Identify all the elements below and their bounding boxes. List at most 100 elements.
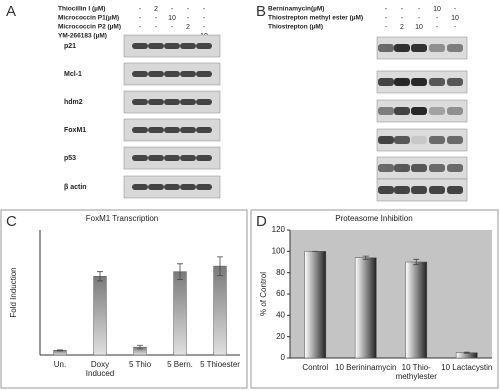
dose: -	[401, 6, 404, 13]
band	[164, 71, 180, 77]
panel-border	[250, 209, 499, 389]
dose: 10	[433, 6, 441, 13]
band	[447, 164, 463, 172]
band	[180, 71, 196, 77]
treatment-label: Berninamycin(µM)	[268, 6, 324, 13]
dose: -	[155, 15, 158, 22]
band	[394, 164, 410, 172]
dose: -	[454, 6, 457, 13]
band	[429, 107, 445, 115]
band	[378, 107, 394, 115]
panel-border	[0, 209, 248, 389]
band	[411, 164, 427, 172]
band	[164, 155, 180, 161]
band	[164, 43, 180, 49]
dose: -	[385, 6, 388, 13]
band	[196, 155, 212, 161]
dose: 10	[415, 24, 423, 31]
error-bar	[97, 271, 103, 282]
dose: -	[203, 15, 206, 22]
band	[148, 99, 164, 105]
x-tick-label: 5 Thio	[129, 360, 152, 369]
band	[394, 78, 410, 86]
band	[394, 186, 410, 194]
error-bar	[362, 255, 369, 260]
band-label: Mcl-1	[64, 71, 82, 78]
dose: -	[187, 15, 190, 22]
band	[378, 44, 394, 52]
dose: -	[139, 24, 142, 31]
band	[196, 184, 212, 190]
band	[180, 99, 196, 105]
band-label: FoxM1	[64, 127, 86, 134]
treatment-label: Thiostrepton (µM)	[268, 24, 323, 31]
treatment-label: Thiostrepton methyl ester (µM)	[268, 15, 363, 22]
band	[394, 136, 410, 144]
band	[148, 184, 164, 190]
error-bar	[217, 256, 223, 276]
bar	[93, 276, 107, 356]
dose: -	[203, 24, 206, 31]
panel-letter: B	[256, 3, 266, 20]
dose: 2	[186, 24, 190, 31]
x-tick-label: 10 Thio-methylester	[396, 363, 438, 381]
band-label: p53	[64, 155, 76, 162]
x-tick-label: 5 Bern.	[167, 360, 193, 369]
dose: -	[385, 15, 388, 22]
band	[411, 44, 427, 52]
panel-letter: A	[6, 3, 16, 20]
dose: -	[203, 6, 206, 13]
band	[132, 127, 148, 133]
panel-letter: C	[6, 213, 17, 230]
dose: -	[436, 24, 439, 31]
bar	[173, 271, 187, 356]
band	[148, 71, 164, 77]
band-label: p21	[64, 43, 76, 50]
band	[132, 71, 148, 77]
dose: -	[454, 24, 457, 31]
band	[148, 43, 164, 49]
band	[411, 136, 427, 144]
band	[429, 44, 445, 52]
band	[411, 107, 427, 115]
treatment-label: YM-266183 (µM)	[58, 33, 107, 40]
error-bar	[177, 263, 183, 280]
treatment-label: Micrococcin P1(µM)	[58, 15, 119, 22]
bar	[405, 261, 428, 359]
dose: -	[418, 6, 421, 13]
chart-title: FoxM1 Transcription	[86, 214, 158, 223]
dose: -	[155, 24, 158, 31]
x-tick-label: 10 Lactacystin	[441, 363, 492, 372]
bar	[213, 265, 227, 356]
band	[196, 127, 212, 133]
y-axis-label: Fold Induction	[9, 267, 18, 317]
band	[148, 155, 164, 161]
x-tick-label: 10 Berininamycin	[335, 363, 396, 372]
band	[196, 43, 212, 49]
band	[411, 186, 427, 194]
dose: -	[171, 24, 174, 31]
blot	[376, 128, 468, 152]
y-tick-label: 40	[276, 310, 285, 319]
band	[447, 107, 463, 115]
band	[196, 99, 212, 105]
panel-letter: D	[256, 213, 267, 230]
treatment-label: Micrococcin P2 (µM)	[58, 24, 121, 31]
dose: -	[139, 15, 142, 22]
band	[180, 127, 196, 133]
dose: -	[385, 24, 388, 31]
band	[447, 186, 463, 194]
dose: 2	[154, 6, 158, 13]
bar	[304, 251, 327, 359]
band-label: β actin	[64, 184, 87, 191]
x-tick-label: Doxy Induced	[86, 360, 114, 378]
band	[394, 107, 410, 115]
band	[411, 78, 427, 86]
dose: 10	[451, 15, 459, 22]
band	[148, 127, 164, 133]
band	[180, 155, 196, 161]
band	[164, 127, 180, 133]
band	[132, 184, 148, 190]
x-tick-label: Control	[302, 363, 328, 372]
